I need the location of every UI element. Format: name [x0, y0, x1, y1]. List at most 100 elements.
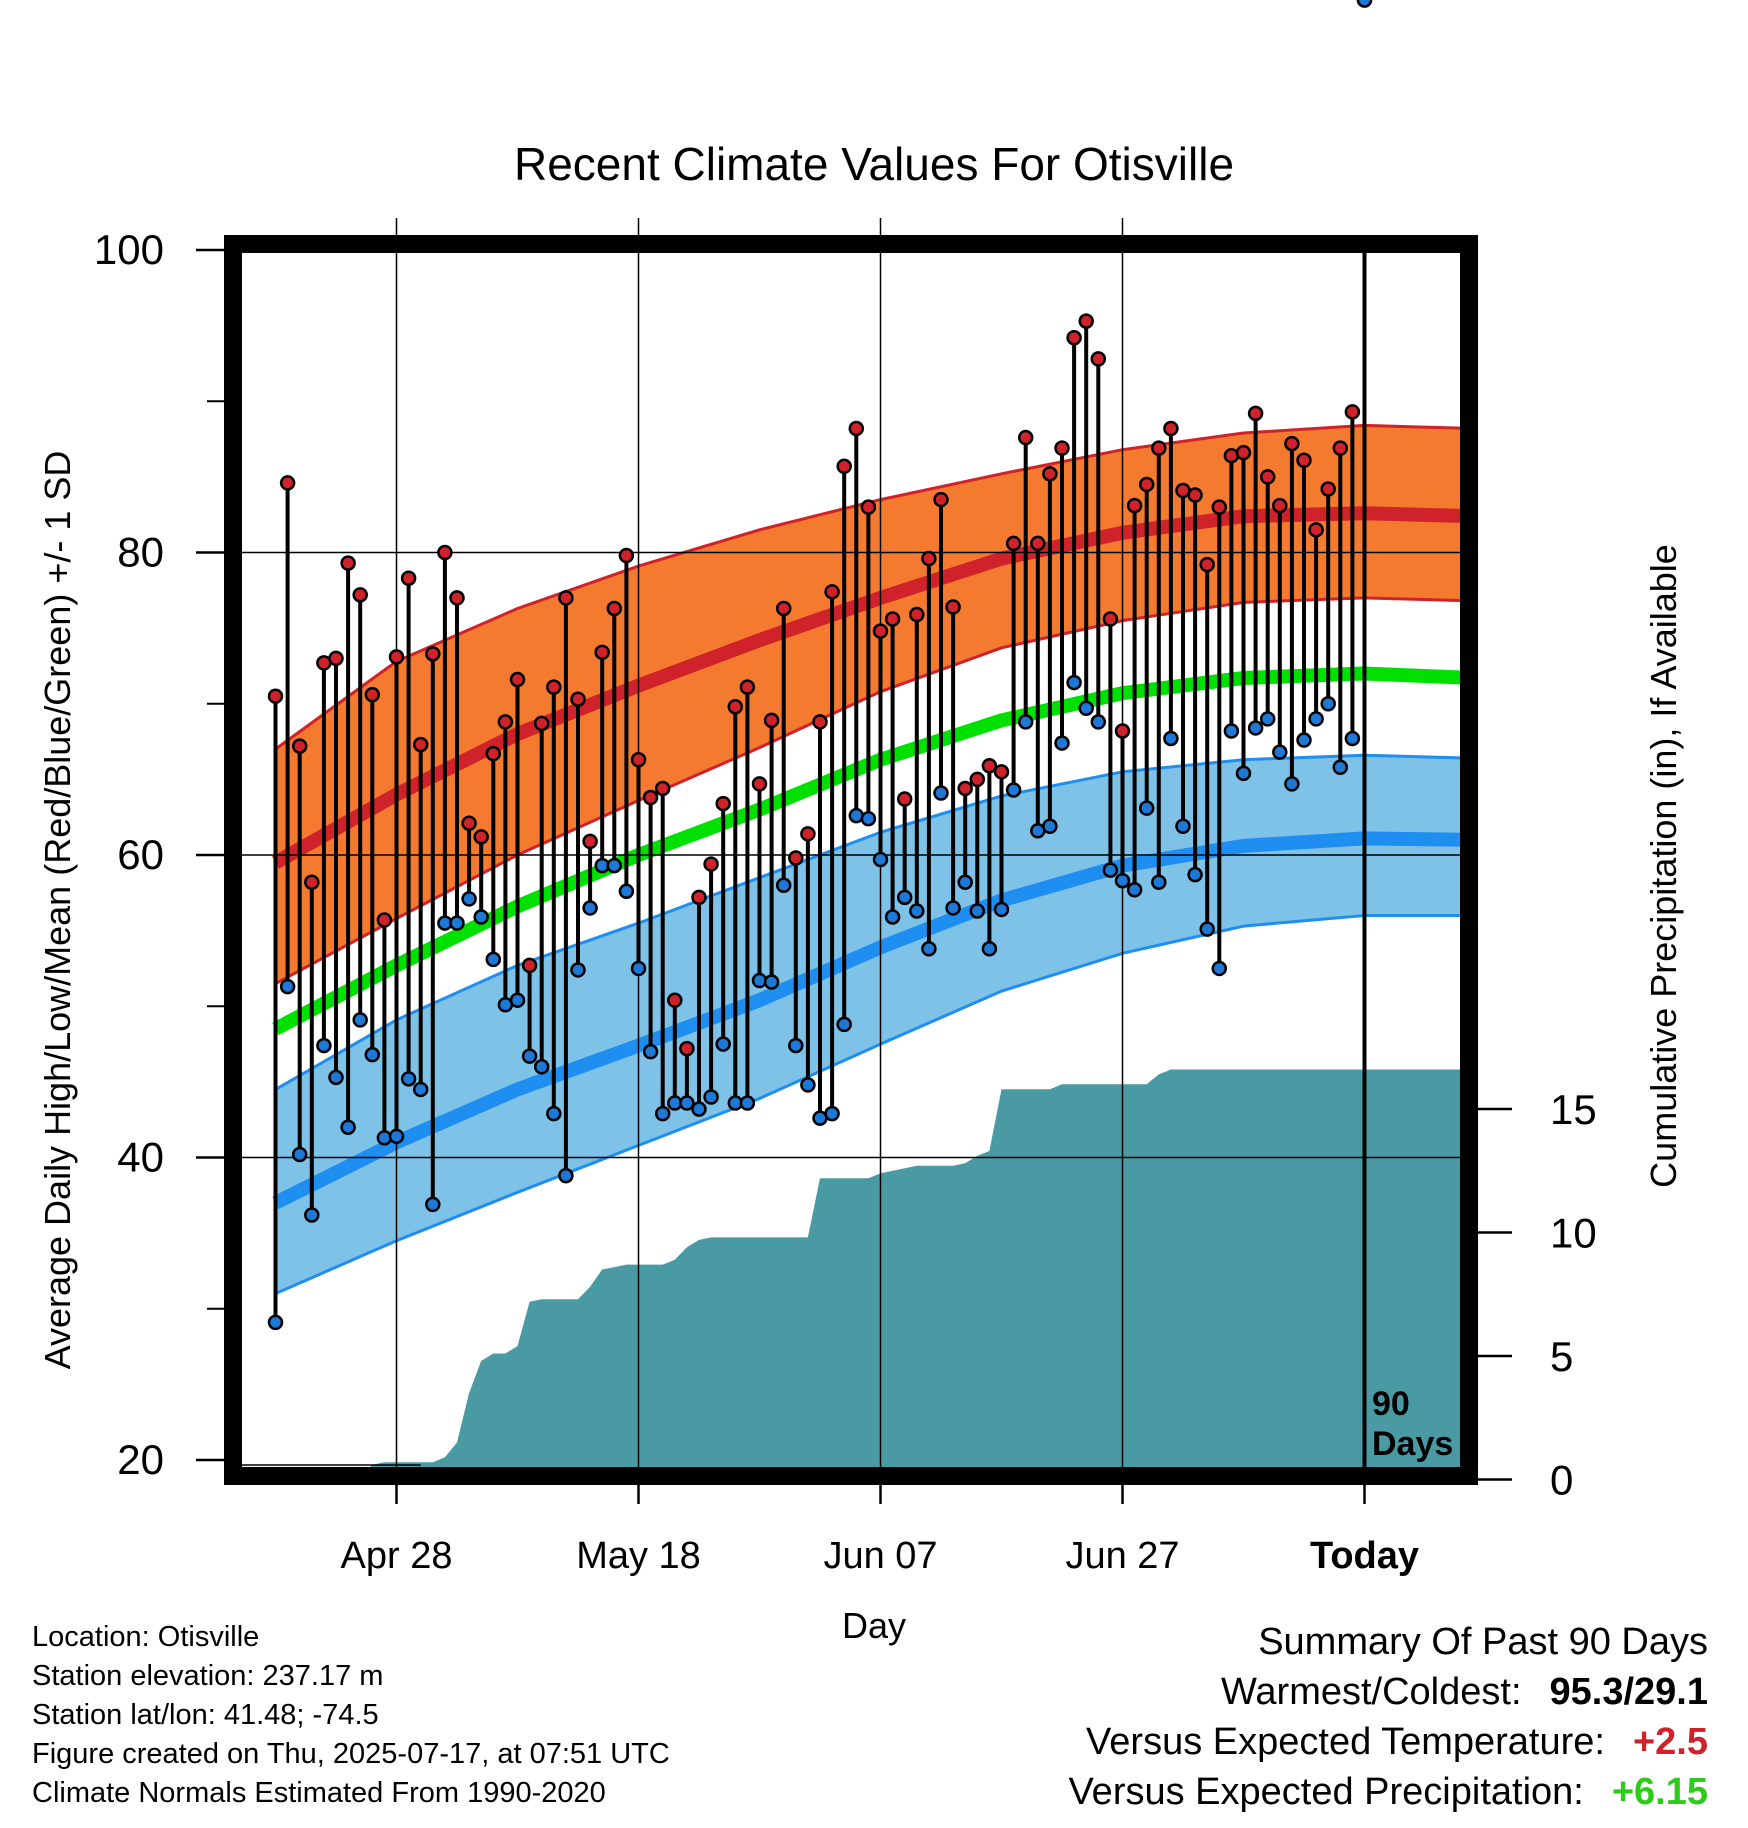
- daily-low-dot: [642, 1043, 659, 1060]
- daily-low-dot: [884, 909, 901, 925]
- left-tick-label: 40: [117, 1134, 164, 1181]
- daily-low-dot: [1005, 782, 1022, 798]
- daily-low-dot: [1187, 866, 1203, 883]
- daily-low-dot: [352, 1012, 368, 1028]
- daily-low-dot: [836, 1016, 852, 1033]
- daily-low-dot: [400, 1071, 417, 1087]
- daily-high-dot: [1344, 404, 1361, 420]
- summary-warmest-row: Warmest/Coldest: 95.3/29.1: [1068, 1667, 1708, 1717]
- daily-low-dot: [1042, 818, 1058, 835]
- daily-low-dot: [945, 900, 961, 916]
- daily-low-dot: [533, 1059, 550, 1075]
- daily-low-dot: [739, 1095, 756, 1111]
- daily-high-dot: [884, 611, 901, 627]
- daily-low-dot: [1344, 730, 1361, 747]
- daily-low-dot: [473, 909, 489, 925]
- daily-low-dot: [981, 941, 998, 957]
- info-latlon: Station lat/lon: 41.48; -74.5: [32, 1699, 379, 1731]
- precip-area: [275, 1069, 1474, 1480]
- right-tick-label: 5: [1550, 1333, 1573, 1380]
- daily-high-dot: [1066, 329, 1082, 346]
- daily-low-dot: [1211, 960, 1228, 977]
- daily-low-dot: [896, 889, 913, 906]
- summary-panel: Summary Of Past 90 Days Warmest/Coldest:…: [1068, 1617, 1708, 1817]
- daily-low-dot: [921, 941, 937, 957]
- daily-high-dot: [1017, 429, 1034, 446]
- daily-high-dot: [412, 736, 429, 753]
- info-elevation: Station elevation: 237.17 m: [32, 1660, 384, 1692]
- daily-low-dot: [788, 1037, 804, 1054]
- daily-low-dot: [993, 901, 1010, 918]
- daily-high-dot: [1259, 469, 1276, 485]
- daily-high-dot: [981, 758, 998, 774]
- left-tick-label: 20: [117, 1436, 164, 1483]
- daily-high-dot: [727, 699, 744, 715]
- daily-high-dot: [388, 649, 405, 665]
- daily-low-dot: [1223, 723, 1240, 739]
- daily-high-dot: [1332, 440, 1349, 456]
- chart-title: Recent Climate Values For Otisville: [514, 138, 1234, 190]
- daily-high-dot: [570, 691, 586, 707]
- daily-low-dot: [1356, 0, 1373, 8]
- daily-low-dot: [279, 978, 296, 995]
- daily-low-dot: [1078, 700, 1094, 717]
- daily-low-dot: [364, 1046, 381, 1063]
- left-axis-label: Average Daily High/Low/Mean (Red/Blue/Gr…: [37, 451, 78, 1370]
- daily-high-dot: [1078, 313, 1094, 329]
- daily-high-dot: [618, 547, 635, 564]
- daily-low-dot: [267, 1314, 284, 1331]
- summary-temp-value: +2.5: [1632, 1721, 1708, 1763]
- today-days-word: Days: [1372, 1425, 1453, 1463]
- daily-high-dot: [945, 599, 961, 615]
- daily-low-dot: [1272, 744, 1288, 760]
- daily-low-dot: [558, 1167, 574, 1184]
- daily-low-dot: [340, 1119, 356, 1135]
- daily-low-dot: [328, 1069, 344, 1086]
- daily-high-dot: [1114, 723, 1131, 739]
- daily-low-dot: [800, 1077, 816, 1093]
- daily-low-dot: [1175, 818, 1191, 835]
- daily-low-dot: [872, 851, 889, 868]
- daily-high-dot: [1187, 487, 1203, 503]
- daily-high-dot: [558, 590, 574, 606]
- daily-high-dot: [376, 912, 393, 928]
- daily-high-dot: [1005, 535, 1022, 552]
- daily-high-dot: [364, 686, 381, 703]
- summary-temp-row: Versus Expected Temperature: +2.5: [1068, 1717, 1708, 1767]
- daily-low-dot: [1090, 714, 1107, 730]
- daily-low-dot: [485, 951, 502, 968]
- info-created: Figure created on Thu, 2025-07-17, at 07…: [32, 1738, 670, 1770]
- daily-high-dot: [449, 590, 465, 606]
- plot-frame-rect: [224, 235, 1478, 1485]
- daily-high-dot: [703, 856, 719, 872]
- daily-high-dot: [279, 475, 296, 491]
- daily-low-dot: [763, 974, 780, 990]
- daily-high-dot: [812, 714, 828, 730]
- daily-high-dot: [1199, 556, 1215, 573]
- summary-precip-label: Versus Expected Precipitation:: [1068, 1771, 1584, 1813]
- daily-low-dot: [1320, 696, 1336, 712]
- axis-ticks-layer: 100 80 60 40 20 15 10 5 0 Apr 28 May 18 Jun 07 Jun 2…: [94, 226, 1597, 1577]
- daily-high-dot: [1211, 499, 1228, 515]
- daily-high-dot: [993, 764, 1010, 780]
- daily-high-dot: [594, 644, 610, 661]
- daily-high-dot: [582, 833, 598, 850]
- summary-precip-row: Versus Expected Precipitation: +6.15: [1068, 1767, 1708, 1817]
- daily-high-dot: [304, 874, 320, 890]
- daily-high-dot: [860, 499, 877, 515]
- daily-low-dot: [654, 1105, 671, 1122]
- daily-low-dot: [969, 903, 986, 919]
- daily-high-dot: [1102, 611, 1119, 627]
- daily-high-dot: [836, 458, 852, 475]
- daily-low-dot: [691, 1101, 707, 1117]
- daily-high-dot: [909, 606, 925, 623]
- daily-high-dot: [800, 826, 816, 842]
- daily-high-dot: [751, 776, 768, 792]
- summary-precip-value: +6.15: [1611, 1771, 1708, 1813]
- daily-low-dot: [1247, 720, 1264, 736]
- daily-high-dot: [1126, 497, 1143, 514]
- x-tick-label: May 18: [576, 1535, 701, 1577]
- precipitation-layer: [275, 1069, 1474, 1480]
- daily-low-dot: [582, 900, 598, 916]
- daily-high-dot: [340, 555, 356, 571]
